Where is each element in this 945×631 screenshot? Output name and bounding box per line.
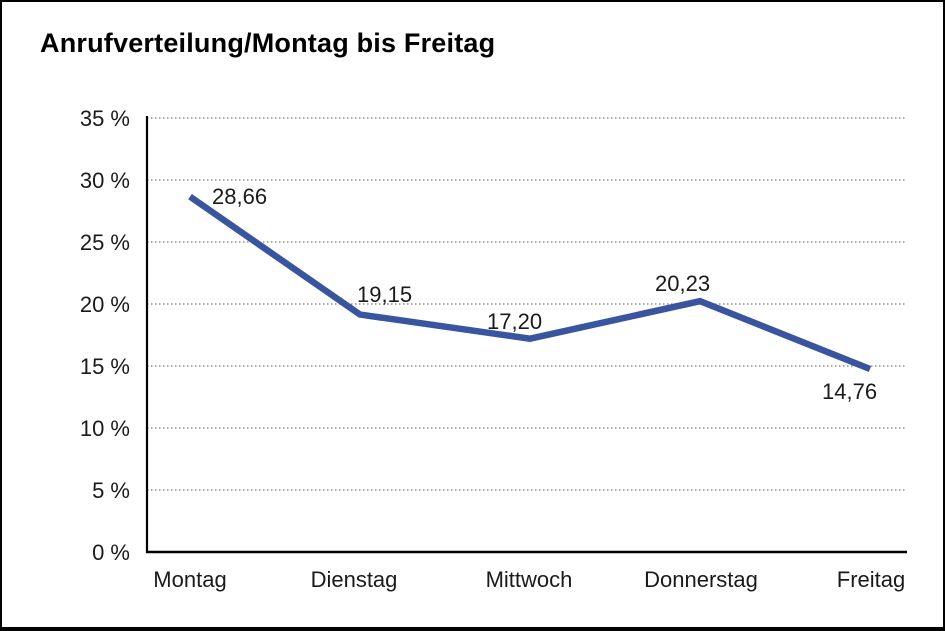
x-category-label: Mittwoch — [486, 567, 573, 592]
x-category-label: Montag — [153, 567, 226, 592]
y-tick-label: 30 % — [80, 168, 130, 193]
y-tick-label: 25 % — [80, 230, 130, 255]
y-tick-label: 10 % — [80, 416, 130, 441]
y-tick-label: 0 % — [92, 540, 130, 565]
data-series-line — [188, 193, 872, 372]
y-tick-label: 35 % — [80, 106, 130, 131]
x-category-label: Donnerstag — [644, 567, 758, 592]
y-tick-label: 15 % — [80, 354, 130, 379]
chart-title: Anrufverteilung/Montag bis Freitag — [40, 28, 496, 58]
x-category-label: Dienstag — [311, 567, 398, 592]
y-tick-label: 5 % — [92, 478, 130, 503]
y-tick-label: 20 % — [80, 292, 130, 317]
data-point-label: 19,15 — [357, 282, 412, 307]
data-point-label: 14,76 — [822, 379, 877, 404]
data-point-label: 20,23 — [655, 271, 710, 296]
x-category-label: Freitag — [837, 567, 905, 592]
data-point-label: 17,20 — [487, 309, 542, 334]
data-point-label: 28,66 — [212, 184, 267, 209]
